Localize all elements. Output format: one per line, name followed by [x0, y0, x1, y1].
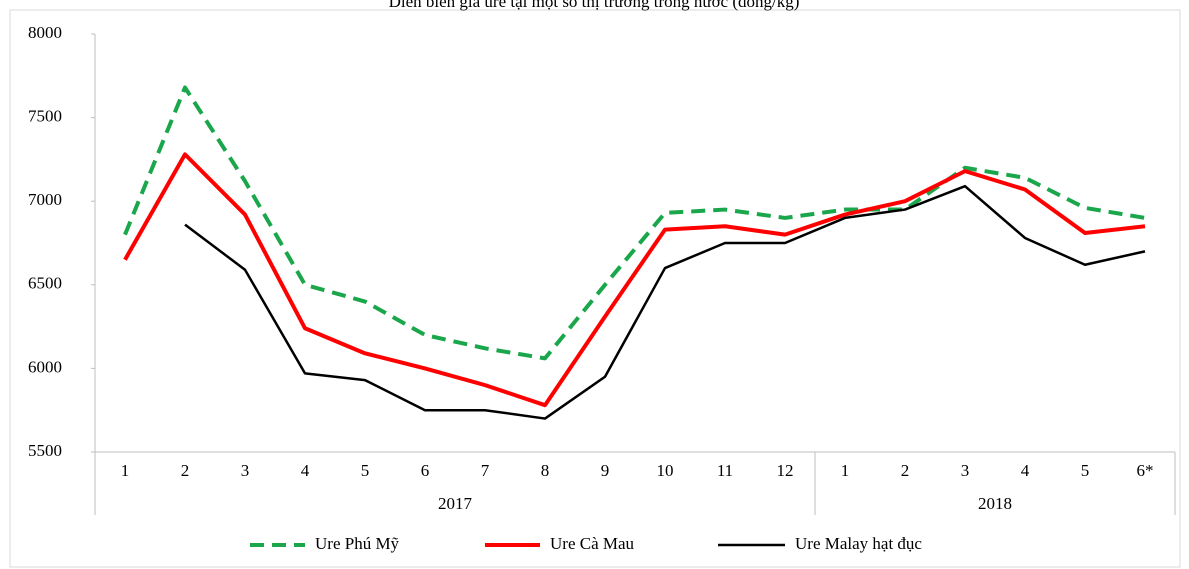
x-tick-label: 6 [421, 461, 430, 480]
y-tick-label: 5500 [28, 441, 62, 460]
x-tick-label: 5 [361, 461, 370, 480]
x-tick-label: 12 [777, 461, 794, 480]
x-tick-label: 1 [121, 461, 130, 480]
series-line [123, 85, 1146, 361]
x-tick-label: 6* [1137, 461, 1154, 480]
chart-frame [9, 9, 1181, 568]
x-tick-label: 7 [481, 461, 490, 480]
y-tick-label: 8000 [28, 23, 62, 42]
y-tick-label: 7000 [28, 190, 62, 209]
x-tick-label: 3 [961, 461, 970, 480]
legend-label: Ure Cà Mau [550, 534, 635, 553]
group-label: 2017 [438, 494, 473, 513]
group-label: 2018 [978, 494, 1012, 513]
series-line [184, 184, 1146, 420]
legend-label: Ure Malay hạt đục [795, 534, 922, 553]
x-tick-label: 4 [301, 461, 310, 480]
x-tick-label: 10 [657, 461, 674, 480]
x-tick-label: 9 [601, 461, 610, 480]
x-tick-label: 5 [1081, 461, 1090, 480]
series-line [123, 152, 1146, 408]
x-tick-label: 11 [717, 461, 733, 480]
x-tick-label: 2 [901, 461, 910, 480]
x-tick-label: 2 [181, 461, 190, 480]
x-tick-label: 4 [1021, 461, 1030, 480]
x-tick-label: 3 [241, 461, 250, 480]
y-tick-label: 7500 [28, 107, 62, 126]
chart-title: Diễn biến giá ure tại một số thị trường … [389, 0, 800, 11]
x-tick-label: 1 [841, 461, 850, 480]
y-tick-label: 6000 [28, 357, 62, 376]
x-tick-label: 8 [541, 461, 550, 480]
y-tick-label: 6500 [28, 274, 62, 293]
legend-label: Ure Phú Mỹ [315, 534, 400, 553]
